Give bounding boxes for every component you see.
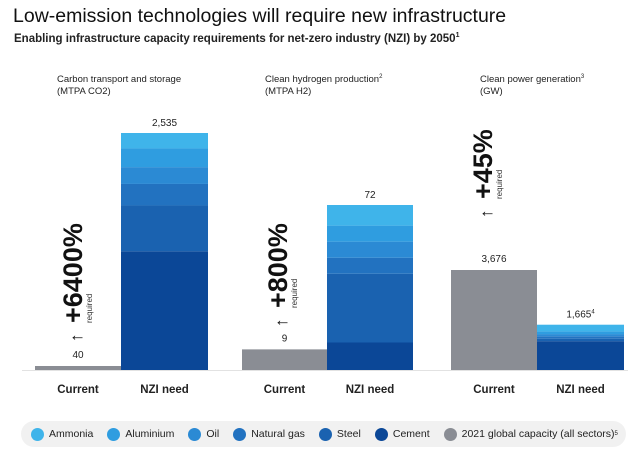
bar-current <box>35 366 121 370</box>
increase-annotation: ↑ +45%required <box>468 129 504 218</box>
bar-current-label: 3,676 <box>481 254 506 265</box>
legend-swatch <box>318 427 332 441</box>
bar-current-label: 9 <box>282 333 288 344</box>
legend: Ammonia Aluminium Oil Natural gas Steel Cemen… <box>21 421 626 447</box>
panel-1: Carbon transport and storage(MTPA CO2) 40… <box>35 74 208 396</box>
bar-nzi-segment-oil <box>121 167 208 184</box>
legend-swatch <box>233 427 247 441</box>
bar-current <box>451 270 537 370</box>
panel-unit: (MTPA CO2) <box>57 86 111 97</box>
panel-title-text: Carbon transport and storage <box>57 74 181 85</box>
bar-nzi-label-text: 1,665 <box>566 310 591 321</box>
legend-swatch <box>31 427 44 441</box>
legend-label: 2021 global capacity (all sectors) <box>461 428 615 440</box>
bar-nzi-segment-natural-gas <box>327 257 413 274</box>
increase-note: required <box>495 170 504 199</box>
legend-swatch <box>374 427 388 441</box>
bar-nzi-label: 72 <box>364 190 376 201</box>
increase-arrow: ↑ <box>67 334 86 343</box>
bar-nzi-segment-cement <box>121 251 208 370</box>
category-label-nzi: NZI need <box>556 384 605 396</box>
bar-nzi-segment-steel <box>121 205 208 252</box>
panel-title: Carbon transport and storage <box>57 74 181 85</box>
legend-label: Ammonia <box>49 428 94 440</box>
panel-title-footnote: 2 <box>379 74 383 80</box>
chart-subtitle: Enabling infrastructure capacity require… <box>14 32 459 45</box>
panel-title-footnote: 3 <box>581 74 585 80</box>
legend-item-cement: Cement <box>374 427 430 441</box>
panel-title: Clean power generation3 <box>480 74 585 85</box>
increase-note: required <box>85 294 94 323</box>
legend-swatch <box>188 427 202 441</box>
category-label-nzi: NZI need <box>140 384 189 396</box>
legend-item-oil: Oil <box>188 427 220 441</box>
legend-item-natural-gas: Natural gas <box>233 427 305 441</box>
category-label-current: Current <box>57 384 99 396</box>
panel-unit: (GW) <box>480 86 503 97</box>
legend-item-aluminium: Aluminium <box>107 427 175 441</box>
panel-2: Clean hydrogen production2(MTPA H2)972Cu… <box>242 74 413 396</box>
bar-nzi-segment-cement <box>327 342 413 370</box>
bar-nzi-segment-natural-gas <box>121 183 208 206</box>
category-label-current: Current <box>264 384 306 396</box>
increase-note: required <box>290 279 299 308</box>
category-label-nzi: NZI need <box>346 384 395 396</box>
category-label-current: Current <box>473 384 515 396</box>
legend-item-steel: Steel <box>318 427 361 441</box>
increase-arrow: ↑ <box>272 319 291 328</box>
legend-item-ammonia: Ammonia <box>31 427 94 441</box>
bar-nzi-segment-ammonia <box>121 133 208 149</box>
bar-nzi-segment-steel <box>327 273 413 343</box>
bar-nzi-label-text: 72 <box>364 190 376 201</box>
bar-nzi-segment-aluminium <box>121 148 208 168</box>
increase-value: +45% <box>468 129 498 199</box>
bar-nzi-label: 1,6654 <box>566 310 595 321</box>
legend-label: Cement <box>392 428 430 440</box>
bar-nzi-segment-aluminium <box>327 225 413 242</box>
bar-nzi-label-footnote: 4 <box>591 310 595 316</box>
bar-nzi-segment-ammonia <box>327 205 413 226</box>
panel-title-text: Clean hydrogen production <box>265 74 379 85</box>
bar-nzi-segment-aluminium <box>537 331 624 335</box>
legend-swatch <box>443 427 457 441</box>
legend-footnote: 5 <box>614 431 618 437</box>
bar-nzi-segment-cement <box>537 341 624 370</box>
legend-label: Aluminium <box>125 428 175 440</box>
chart-title: Low-emission technologies will require n… <box>13 5 507 27</box>
legend-label: Natural gas <box>251 428 305 440</box>
panel-title: Clean hydrogen production2 <box>265 74 383 85</box>
bar-nzi-segment-oil <box>327 241 413 258</box>
bar-current-label: 40 <box>72 350 84 361</box>
bar-nzi-segment-steel <box>537 338 624 342</box>
subtitle-text: Enabling infrastructure capacity require… <box>14 32 456 45</box>
increase-annotation: ↑ +800%required <box>263 223 299 327</box>
bar-nzi-segment-ammonia <box>537 324 624 332</box>
increase-annotation: ↑ +6400%required <box>58 223 94 342</box>
bar-nzi-label: 2,535 <box>152 118 177 129</box>
panel-3: Clean power generation3(GW)3,6761,6654Cu… <box>451 74 624 396</box>
panel-title-text: Clean power generation <box>480 74 581 85</box>
bar-current <box>242 349 327 370</box>
bar-nzi-segment-oil <box>537 334 624 337</box>
bar-nzi-label-text: 2,535 <box>152 118 177 129</box>
subtitle-footnote: 1 <box>455 32 460 39</box>
increase-arrow: ↑ <box>477 210 496 219</box>
legend-label: Oil <box>206 428 220 440</box>
legend-swatch <box>107 427 121 441</box>
increase-value: +6400% <box>58 223 88 323</box>
legend-label: Steel <box>336 428 361 440</box>
legend-item-2021-global-capacity-all-sectors: 2021 global capacity (all sectors) 5 <box>443 427 618 441</box>
bar-nzi-segment-natural-gas <box>537 336 624 339</box>
panel-unit: (MTPA H2) <box>265 86 311 97</box>
increase-value: +800% <box>263 223 293 308</box>
